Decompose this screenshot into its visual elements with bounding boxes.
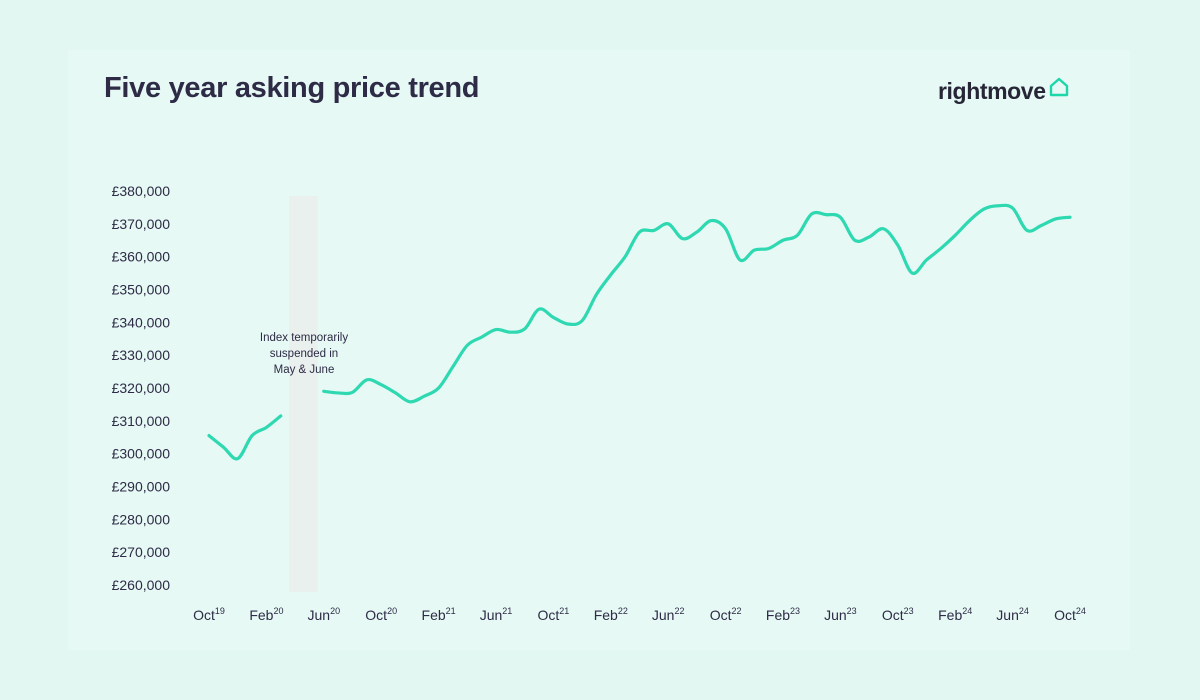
annotation-line: suspended in: [270, 348, 338, 360]
y-tick-label: £330,000: [112, 347, 171, 363]
x-tick-label: Jun24: [996, 606, 1029, 623]
suspension-annotation: Index temporarily suspended in May & June: [260, 332, 348, 376]
y-tick-label: £350,000: [112, 282, 171, 298]
y-tick-label: £290,000: [112, 479, 171, 495]
annotation-line: Index temporarily: [260, 332, 348, 344]
series-line: [322, 203, 1072, 404]
y-tick-label: £280,000: [112, 511, 171, 527]
y-tick-label: £340,000: [112, 314, 171, 330]
x-tick-label: Oct22: [710, 606, 742, 623]
x-tick-label: Feb24: [938, 606, 972, 623]
chart-card: [68, 50, 1130, 650]
x-tick-label: Oct24: [1054, 606, 1086, 623]
y-tick-label: £320,000: [112, 380, 171, 396]
logo-wordmark: rightmove: [938, 78, 1046, 104]
y-tick-label: £300,000: [112, 446, 171, 462]
chart-title: Five year asking price trend: [104, 72, 480, 104]
y-tick-label: £310,000: [112, 413, 171, 429]
x-tick-label: Jun21: [480, 606, 513, 623]
y-tick-label: £260,000: [112, 577, 171, 593]
y-axis-ticks: £380,000 £370,000 £360,000 £350,000 £340,000…: [112, 183, 171, 593]
y-tick-label: £370,000: [112, 216, 171, 232]
annotation-line: May & June: [274, 364, 335, 376]
house-outline-icon: [1049, 77, 1068, 97]
series-lines: [207, 203, 1072, 461]
x-tick-label: Oct21: [538, 606, 570, 623]
y-tick-label: £360,000: [112, 249, 171, 265]
x-tick-label: Feb20: [249, 606, 283, 623]
x-tick-label: Jun23: [824, 606, 857, 623]
suspended-period-band: [289, 196, 318, 592]
x-axis-ticks: Oct19 Feb20 Jun20 Oct20 Feb21 Jun21 Oct21 Feb22…: [193, 606, 1086, 623]
x-tick-label: Feb22: [594, 606, 628, 623]
x-tick-label: Jun20: [308, 606, 341, 623]
x-tick-label: Oct23: [882, 606, 914, 623]
series-line: [207, 414, 283, 461]
x-tick-label: Feb23: [766, 606, 800, 623]
x-tick-label: Jun22: [652, 606, 685, 623]
x-tick-label: Oct19: [193, 606, 225, 623]
x-tick-label: Oct20: [365, 606, 397, 623]
x-tick-label: Feb21: [422, 606, 456, 623]
y-tick-label: £270,000: [112, 544, 171, 560]
rightmove-logo[interactable]: rightmove: [938, 77, 1070, 105]
y-tick-label: £380,000: [112, 183, 171, 199]
